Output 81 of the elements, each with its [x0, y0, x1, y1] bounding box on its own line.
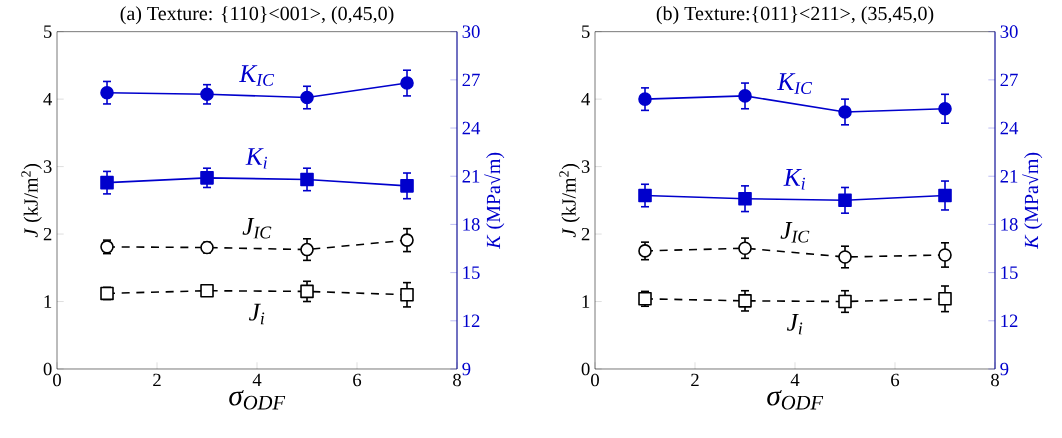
y2-tick-label: 21	[462, 170, 480, 183]
series-label: J$_{IC}$	[242, 217, 272, 239]
point	[400, 233, 414, 247]
chart-title: (a) Texture: {110}<001>, (0,45,0)	[120, 6, 394, 25]
y2-tick-label: 15	[463, 266, 480, 279]
point	[300, 284, 314, 299]
point	[300, 172, 314, 187]
y-tick-label: 4	[581, 92, 591, 106]
series-label: K$_{i}$	[245, 148, 268, 169]
point	[738, 89, 752, 103]
point	[938, 101, 952, 116]
point	[400, 287, 414, 302]
y-tick-label: 3	[581, 160, 590, 173]
y-tick-label: 5	[44, 25, 52, 38]
y2-tick-label: 18	[1001, 218, 1018, 231]
series-label: K$_{IC}$	[777, 73, 813, 94]
x-tick-label: 8	[991, 373, 999, 387]
y-tick-label: 3	[43, 160, 52, 173]
y2-axis-title: K (MPa√m)	[1022, 152, 1043, 249]
x-tick-label: 0	[53, 373, 61, 387]
series-label: J$_{i}$	[786, 313, 803, 335]
y2-tick-label: 27	[462, 73, 480, 87]
series-label: K$_{IC}$	[239, 65, 275, 86]
series-label: K$_{i}$	[783, 169, 806, 190]
y-tick-label: 0	[581, 362, 590, 376]
y-tick-label: 4	[43, 92, 53, 106]
x-tick-label: 6	[353, 373, 362, 387]
x-tick-label: 2	[691, 373, 699, 387]
x-tick-label: 4	[790, 373, 800, 386]
x-tick-label: 2	[153, 373, 161, 387]
y-axis-title: J (kJ/m$^{2}$)	[559, 163, 580, 238]
series-label: J$_{IC}$	[780, 222, 810, 243]
point	[838, 193, 852, 208]
x-axis-title: σ$_{ODF}$	[229, 390, 286, 410]
y2-tick-label: 27	[1000, 73, 1018, 87]
y-tick-label: 5	[582, 25, 590, 38]
point	[938, 292, 952, 306]
point	[200, 283, 214, 298]
point	[938, 248, 952, 262]
y2-tick-label: 30	[1000, 25, 1018, 38]
point	[938, 188, 952, 203]
x-tick-label: 6	[891, 373, 900, 387]
x-tick-label: 8	[453, 373, 461, 387]
x-axis-title: σ$_{ODF}$	[767, 390, 824, 410]
y2-tick-label: 21	[1000, 170, 1018, 183]
y2-tick-label: 12	[1001, 314, 1018, 327]
y-tick-label: 1	[44, 295, 52, 308]
y2-tick-label: 9	[1000, 362, 1009, 376]
y2-tick-label: 24	[1000, 121, 1019, 135]
x-tick-label: 0	[591, 373, 599, 387]
point	[638, 188, 652, 203]
point	[738, 241, 752, 256]
point	[838, 105, 852, 119]
y2-axis-title: K (MPa√m)	[484, 152, 505, 249]
point	[300, 90, 314, 105]
point	[200, 87, 214, 102]
y-tick-label: 1	[582, 295, 590, 308]
y2-tick-label: 18	[463, 218, 480, 231]
y-tick-label: 2	[581, 227, 590, 241]
y2-tick-label: 30	[462, 25, 480, 38]
y-axis-title: J (kJ/m$^{2}$)	[21, 163, 42, 238]
point	[100, 85, 114, 100]
point	[400, 76, 414, 90]
y-tick-label: 2	[43, 227, 52, 241]
chart-title: (b) Texture:{011}<211>, (35,45,0)	[656, 6, 934, 25]
point	[300, 242, 314, 257]
point	[100, 175, 114, 190]
y2-tick-label: 12	[463, 314, 480, 327]
x-tick-label: 4	[252, 373, 262, 386]
point	[400, 179, 414, 193]
point	[738, 294, 752, 308]
y2-tick-label: 15	[1001, 266, 1018, 279]
point	[638, 92, 652, 106]
point	[838, 250, 852, 264]
y2-tick-label: 24	[462, 121, 481, 135]
y-tick-label: 0	[43, 362, 52, 376]
y2-tick-label: 9	[462, 362, 471, 376]
series-label: J$_{i}$	[248, 303, 265, 325]
point	[838, 294, 852, 309]
point	[738, 191, 752, 206]
point	[200, 171, 214, 185]
